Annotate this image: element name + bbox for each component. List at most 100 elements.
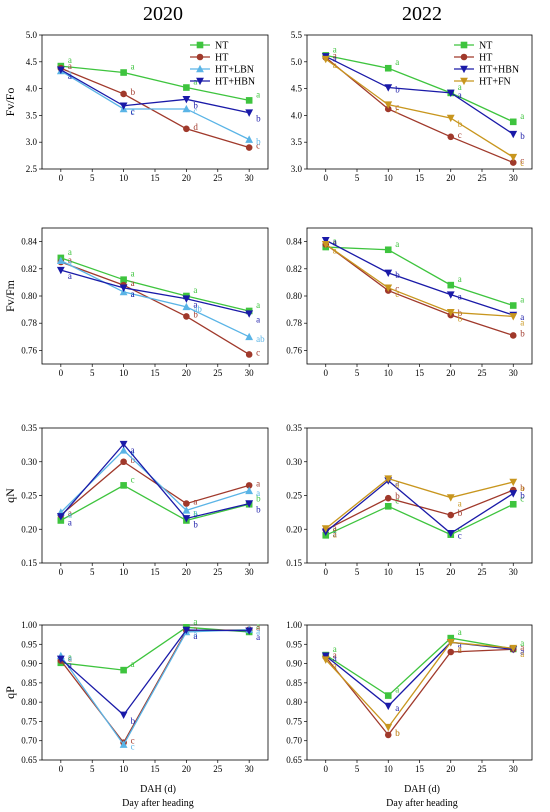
data-point-HT+HBN (182, 96, 191, 104)
significance-letter: a (68, 660, 72, 670)
y-tick-label: 0.80 (286, 697, 302, 707)
significance-letter: c (395, 106, 399, 116)
data-point-HT+LBN (119, 446, 128, 454)
significance-letter: a (395, 57, 399, 67)
significance-letter: b (395, 728, 400, 738)
significance-letter: a (68, 509, 72, 519)
series-line-HT (60, 460, 250, 516)
x-tick-label: 30 (509, 764, 519, 774)
series-line-HT+HBN (325, 239, 514, 316)
x-tick-label: 25 (213, 173, 223, 183)
significance-letter: d (193, 122, 198, 132)
significance-letter: a (395, 703, 399, 713)
x-tick-label: 5 (355, 567, 360, 577)
x-tick-label: 5 (355, 764, 360, 774)
y-tick-label: 0.95 (286, 639, 302, 649)
significance-letter: a (458, 499, 462, 509)
significance-letter: a (458, 645, 462, 655)
x-tick-label: 20 (182, 368, 192, 378)
significance-letter: a (68, 652, 72, 662)
significance-letter: b (395, 85, 400, 95)
x-axis-label-dah-2022: DAH (d) (404, 784, 440, 795)
y-tick-label: 3.0 (26, 137, 38, 147)
data-point-HT (183, 313, 190, 320)
legend-label-HT: HT (479, 53, 492, 64)
data-point-HT (447, 133, 455, 141)
data-point-HT (245, 351, 253, 358)
data-point-HT+FN (384, 284, 393, 292)
y-tick-label: 0.78 (21, 318, 37, 328)
significance-letter: a (520, 317, 524, 327)
y-axis-label: Fv/Fm (3, 279, 17, 312)
data-point-NT (384, 503, 392, 510)
x-tick-label: 25 (478, 764, 488, 774)
legend-marker-HT+HBN (196, 77, 204, 86)
chart-qp-2022: 0 5 10 15 20 25 30 0.65 0.70 0.75 0.80 0.85 0.90 0.95… (286, 620, 533, 774)
chart-fvfo-2020: 0510152025302.53.03.54.04.55.0Fv/Foaaaaa… (3, 30, 269, 183)
significance-letter: a (256, 315, 260, 325)
x-tick-label: 0 (324, 368, 329, 378)
y-tick-label: 3.5 (26, 110, 38, 120)
legend-label-HT+LBN: HT+LBN (215, 65, 254, 76)
x-tick-label: 30 (509, 173, 519, 183)
x-tick-label: 20 (182, 173, 192, 183)
data-point-HT+LBN (245, 332, 254, 341)
significance-letter: a (256, 300, 260, 310)
data-point-HT+LBN (182, 104, 191, 113)
y-tick-label: 0.65 (21, 755, 37, 765)
plot-frame (306, 34, 533, 170)
data-point-HT+HBN (182, 626, 191, 635)
significance-letter: a (333, 236, 337, 246)
significance-letter: b (395, 491, 400, 501)
significance-letter: a (256, 621, 260, 631)
x-axis-label-day-2020: Day after heading (122, 798, 194, 809)
significance-letter: a (458, 643, 462, 653)
data-point-HT+HBN (56, 513, 65, 521)
significance-letter: b (520, 490, 525, 500)
data-point-HT+HBN (321, 236, 330, 245)
significance-letter: a (68, 653, 72, 663)
y-tick-label: 0.35 (286, 423, 302, 433)
data-point-HT+FN (384, 723, 393, 732)
y-tick-label: 4.0 (26, 84, 38, 94)
significance-letter: a (68, 653, 72, 663)
significance-letter: a (520, 642, 524, 652)
y-tick-label: 0.90 (286, 659, 302, 669)
significance-letter: c (131, 474, 135, 484)
data-point-HT+FN (509, 644, 518, 653)
significance-letter: a (520, 638, 524, 648)
significance-letter: a (68, 255, 72, 265)
x-tick-label: 20 (182, 764, 192, 774)
y-tick-label: 0.82 (21, 264, 37, 274)
x-tick-label: 15 (151, 173, 161, 183)
x-tick-label: 5 (90, 764, 95, 774)
data-point-HT+HBN (446, 89, 455, 97)
data-point-HT+HBN (384, 269, 393, 277)
significance-letter: a (68, 61, 72, 71)
y-tick-label: 0.80 (21, 291, 37, 301)
series-line-HT+HBN (60, 69, 250, 114)
significance-letter: a (333, 44, 337, 54)
significance-letter: b (256, 505, 261, 515)
y-tick-label: 0.25 (286, 491, 302, 501)
x-tick-label: 0 (59, 173, 64, 183)
significance-letter: a (256, 478, 260, 488)
y-tick-label: 1.00 (21, 620, 37, 630)
data-point-NT (384, 64, 392, 72)
data-point-HT+FN (321, 656, 330, 664)
data-point-HT+LBN (182, 506, 191, 514)
significance-letter: a (193, 631, 197, 641)
significance-letter: a (520, 111, 524, 121)
significance-letter: a (68, 258, 72, 268)
legend-label-HT+HBN: HT+HBN (215, 77, 255, 88)
significance-letter: b (256, 137, 261, 147)
legend-label-NT: NT (479, 41, 492, 52)
series-line-NT (60, 626, 250, 671)
data-point-HT+HBN (119, 102, 128, 110)
significance-letter: a (333, 60, 337, 70)
data-point-HT (509, 159, 517, 166)
data-point-HT+HBN (56, 655, 65, 664)
chart-qn-2022: 0 5 10 15 20 25 300.150.200.250.300.35acccabbb… (286, 423, 533, 577)
y-tick-label: 0.75 (286, 716, 302, 726)
